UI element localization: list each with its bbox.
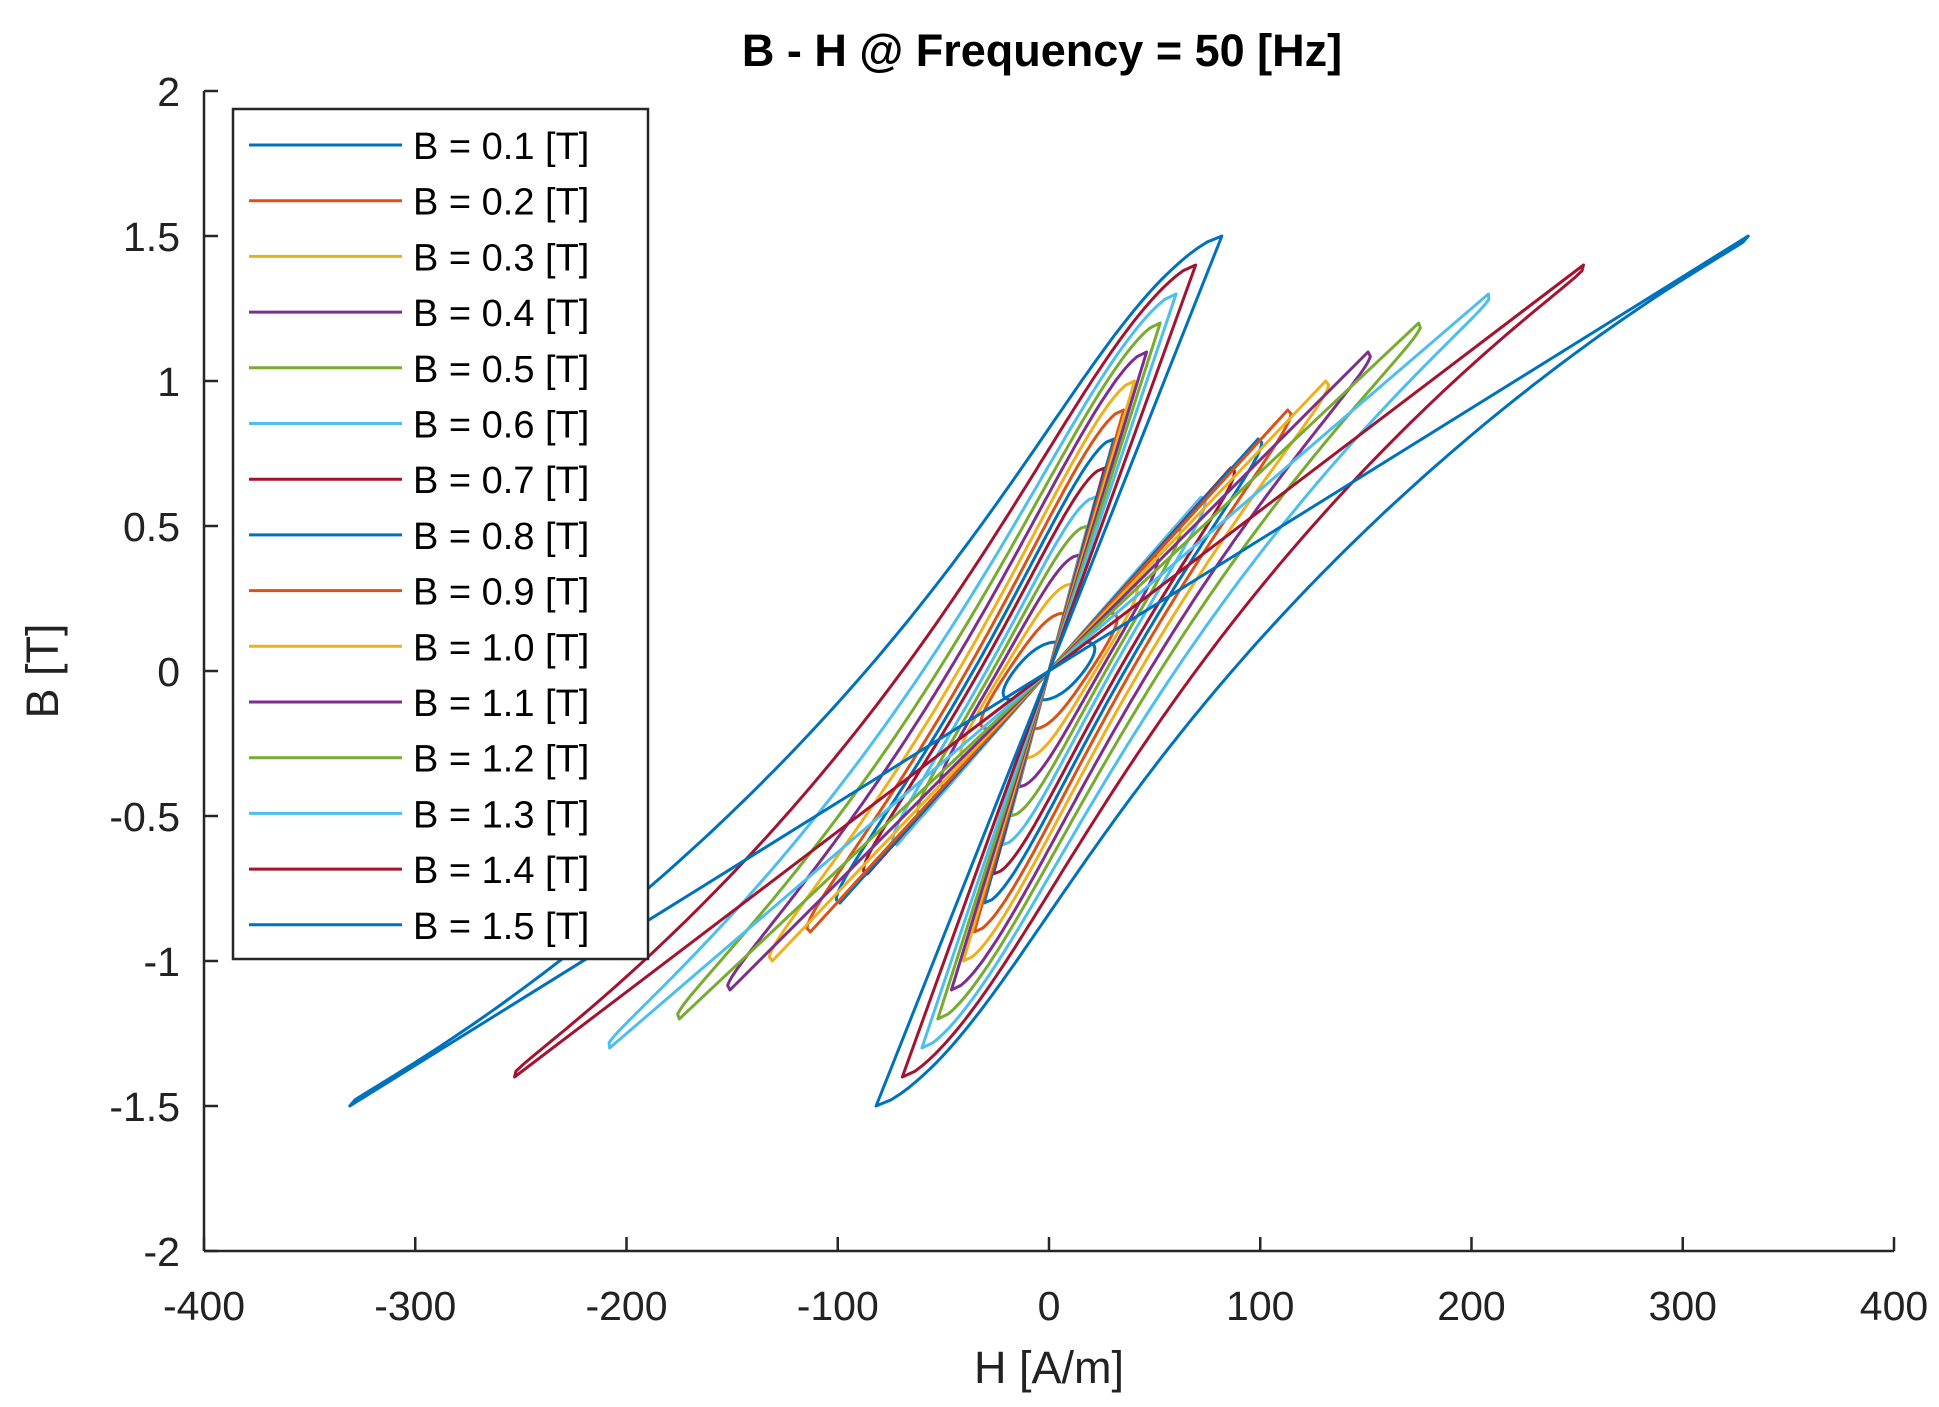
- hysteresis-loop-9: [805, 408, 1293, 934]
- legend-item-label: B = 0.3 [T]: [413, 237, 589, 279]
- y-tick-label: 2: [157, 69, 180, 115]
- y-tick-label: 0.5: [123, 504, 180, 550]
- legend-item-label: B = 0.1 [T]: [413, 126, 589, 168]
- legend-item-label: B = 1.1 [T]: [413, 683, 589, 725]
- x-ticks-group: -400 -300 -200 -100 0 100 200 300 400: [163, 1237, 1928, 1329]
- x-tick-label: 400: [1860, 1283, 1928, 1329]
- y-tick-label: 1: [157, 359, 180, 405]
- x-tick-label: 200: [1437, 1283, 1505, 1329]
- legend-item-label: B = 0.8 [T]: [413, 516, 589, 558]
- legend: B = 0.1 [T] B = 0.2 [T] B = 0.3 [T] B = 0.4…: [231, 107, 650, 961]
- hysteresis-loop-14: [513, 263, 1585, 1079]
- y-axis-label: B [T]: [17, 623, 68, 718]
- y-tick-label: 1.5: [123, 214, 180, 260]
- y-ticks-group: -2 -1.5 -1 -0.5 0 0.5 1 1.5 2: [109, 69, 218, 1275]
- x-tick-label: -400: [163, 1283, 245, 1329]
- x-tick-label: -100: [797, 1283, 879, 1329]
- legend-item-label: B = 0.2 [T]: [413, 182, 589, 224]
- legend-item-label: B = 1.5 [T]: [413, 906, 589, 948]
- legend-item-label: B = 1.2 [T]: [413, 739, 589, 781]
- legend-item-label: B = 0.9 [T]: [413, 572, 589, 614]
- y-tick-label: -1: [144, 939, 180, 985]
- x-tick-label: 100: [1226, 1283, 1294, 1329]
- legend-item-label: B = 1.0 [T]: [413, 627, 589, 669]
- y-tick-label: -2: [144, 1229, 180, 1275]
- legend-item-label: B = 0.5 [T]: [413, 349, 589, 391]
- hysteresis-loop-12: [676, 321, 1422, 1021]
- hysteresis-loop-10: [767, 379, 1331, 963]
- y-tick-label: -1.5: [109, 1084, 180, 1130]
- legend-item-label: B = 0.7 [T]: [413, 460, 589, 502]
- x-tick-label: 300: [1649, 1283, 1717, 1329]
- x-tick-label: 0: [1038, 1283, 1061, 1329]
- legend-item-label: B = 1.3 [T]: [413, 794, 589, 836]
- x-tick-label: -300: [374, 1283, 456, 1329]
- hysteresis-loop-6: [891, 495, 1207, 847]
- hysteresis-loop-13: [607, 292, 1491, 1050]
- legend-item-label: B = 0.4 [T]: [413, 293, 589, 335]
- x-tick-label: -200: [585, 1283, 667, 1329]
- legend-item-label: B = 0.6 [T]: [413, 405, 589, 447]
- y-tick-label: -0.5: [109, 794, 180, 840]
- hysteresis-loop-15: [348, 234, 1750, 1108]
- chart-title: B - H @ Frequency = 50 [Hz]: [742, 25, 1342, 76]
- y-tick-label: 0: [157, 649, 180, 695]
- hysteresis-loop-11: [726, 350, 1372, 992]
- x-axis-label: H [A/m]: [974, 1342, 1124, 1393]
- hysteresis-loop-8: [834, 437, 1264, 905]
- curves-group: [348, 234, 1750, 1108]
- legend-item-label: B = 1.4 [T]: [413, 850, 589, 892]
